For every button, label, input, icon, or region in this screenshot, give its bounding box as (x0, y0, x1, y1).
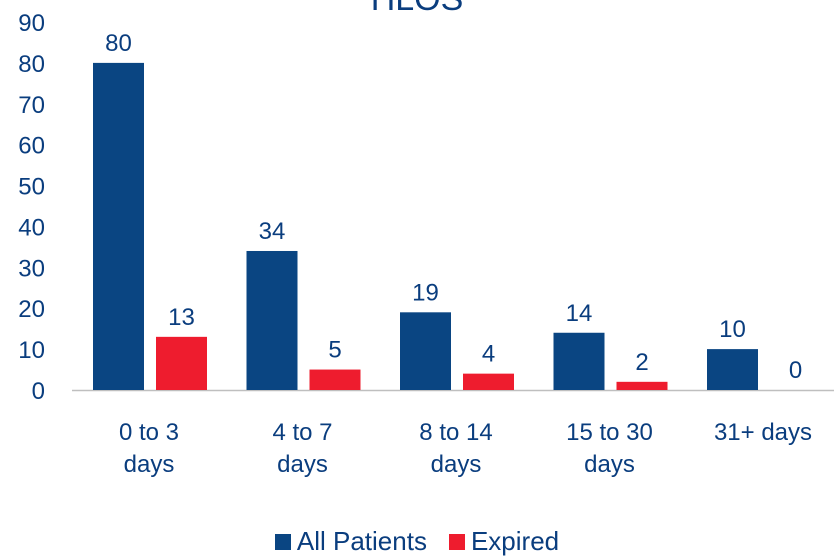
data-label: 2 (635, 349, 648, 376)
bar-expired (616, 381, 668, 390)
data-label: 4 (482, 341, 495, 368)
data-label: 0 (789, 357, 802, 384)
chart-title: HLOS (0, 0, 834, 19)
x-tick-label: days (584, 451, 635, 478)
y-tick-label: 30 (18, 255, 45, 282)
bar-all-patients (553, 332, 605, 390)
x-tick-label: days (277, 451, 328, 478)
data-label: 80 (105, 30, 132, 57)
bar-all-patients (400, 312, 451, 390)
legend-label-expired: Expired (470, 526, 560, 556)
y-tick-label: 10 (18, 337, 45, 364)
data-label: 13 (168, 304, 195, 331)
bar-expired (463, 373, 514, 390)
y-tick-label: 80 (18, 51, 45, 78)
legend-swatch-all-patients (274, 533, 291, 550)
y-tick-label: 40 (18, 214, 45, 241)
legend: All Patients Expired (0, 526, 834, 557)
y-tick-label: 0 (32, 378, 45, 405)
legend-item-expired: Expired (448, 526, 560, 557)
x-tick-label: 0 to 3 (119, 419, 179, 446)
data-label: 10 (719, 316, 746, 343)
data-label: 5 (328, 337, 341, 364)
data-label: 19 (412, 279, 439, 306)
legend-item-all-patients: All Patients (274, 526, 427, 557)
x-tick-label: 15 to 30 (566, 419, 653, 446)
x-tick-label: 31+ days (714, 419, 812, 446)
x-tick-label: days (124, 451, 175, 478)
y-tick-label: 60 (18, 133, 45, 160)
data-label: 34 (259, 218, 286, 245)
y-tick-label: 70 (18, 92, 45, 119)
y-tick-label: 50 (18, 174, 45, 201)
bar-expired (156, 336, 207, 390)
legend-swatch-expired (448, 533, 465, 550)
x-tick-label: 8 to 14 (419, 419, 492, 446)
legend-label-all-patients: All Patients (296, 526, 427, 556)
data-label: 14 (566, 300, 593, 327)
bar-all-patients (707, 349, 758, 390)
y-tick-label: 90 (18, 10, 45, 37)
bar-expired (309, 369, 361, 390)
x-tick-label: days (431, 451, 482, 478)
x-tick-label: 4 to 7 (272, 419, 332, 446)
y-tick-label: 20 (18, 296, 45, 323)
bar-all-patients (93, 62, 144, 391)
bar-all-patients (246, 250, 298, 390)
